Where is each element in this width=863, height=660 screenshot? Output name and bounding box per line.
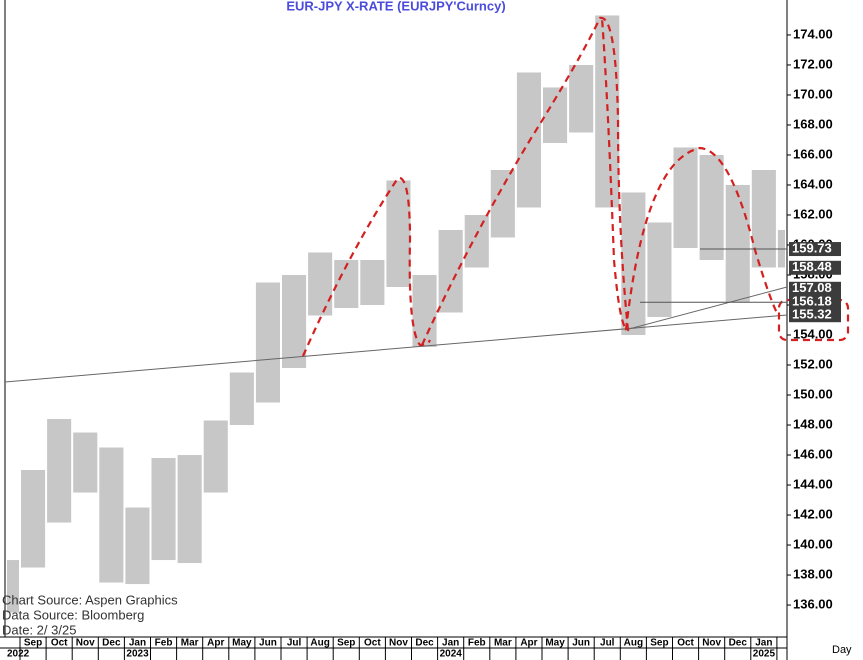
price-range: [360, 259, 385, 305]
source-text: Data Source: Bloomberg: [2, 607, 144, 622]
x-tick-label: Nov: [389, 638, 408, 649]
price-label: 155.32: [792, 307, 832, 322]
x-tick-label: Sep: [24, 638, 42, 649]
year-label: 2023: [126, 649, 149, 660]
y-tick-label: 164.00: [793, 176, 833, 191]
x-tick-label: May: [545, 638, 565, 649]
x-tick-label: Jan: [755, 638, 772, 649]
price-range: [438, 229, 463, 313]
annotation-curve: [301, 176, 432, 357]
x-tick-label: Apr: [207, 638, 224, 649]
price-label: 159.73: [792, 240, 832, 255]
x-tick-label: Feb: [155, 638, 173, 649]
x-tick-label: Feb: [468, 638, 486, 649]
price-label-box: [789, 281, 841, 296]
x-tick-label: Apr: [520, 638, 537, 649]
y-tick-label: 166.00: [793, 146, 833, 161]
price-range: [595, 15, 620, 208]
y-tick-label: 150.00: [793, 386, 833, 401]
price-range: [569, 64, 594, 133]
x-tick-label: Mar: [494, 638, 512, 649]
price-range: [386, 180, 411, 287]
y-tick-label: 148.00: [793, 416, 833, 431]
year-label: 2025: [753, 649, 776, 660]
y-tick-label: 174.00: [793, 26, 833, 41]
frequency-label: Day: [832, 644, 852, 656]
price-range: [543, 87, 568, 143]
price-range: [255, 282, 280, 403]
x-tick-label: Dec: [415, 638, 434, 649]
price-range: [308, 252, 333, 316]
y-tick-label: 170.00: [793, 86, 833, 101]
x-tick-label: Dec: [102, 638, 121, 649]
price-label: 158.48: [792, 259, 832, 274]
y-tick-label: 144.00: [793, 476, 833, 491]
x-tick-label: Sep: [650, 638, 668, 649]
price-range: [47, 419, 72, 523]
x-tick-label: Jul: [600, 638, 615, 649]
price-label: 156.18: [792, 294, 832, 309]
price-label-box: [789, 260, 841, 275]
price-label-box: [789, 242, 841, 257]
price-range: [673, 147, 698, 248]
price-range: [203, 420, 228, 493]
y-tick-label: 142.00: [793, 506, 833, 521]
y-tick-label: 138.00: [793, 566, 833, 581]
price-range: [125, 507, 150, 585]
x-tick-label: Mar: [181, 638, 199, 649]
price-range: [725, 184, 750, 302]
price-range: [73, 432, 98, 493]
price-label-box: [789, 295, 841, 310]
x-tick-label: Nov: [76, 638, 95, 649]
price-range: [99, 447, 124, 583]
x-tick-label: Jun: [259, 638, 277, 649]
price-range: [21, 470, 46, 568]
price-range: [621, 192, 646, 336]
y-tick-label: 136.00: [793, 596, 833, 611]
trend-line: [4, 314, 788, 383]
annotation-curve: [624, 146, 779, 331]
x-tick-label: Dec: [729, 638, 748, 649]
price-range: [699, 154, 724, 260]
chart-title: EUR-JPY X-RATE (EURJPY'Curncy): [286, 0, 505, 13]
y-tick-label: 168.00: [793, 116, 833, 131]
x-tick-label: Aug: [624, 638, 643, 649]
y-tick-label: 140.00: [793, 536, 833, 551]
x-tick-label: Sep: [337, 638, 355, 649]
y-tick-label: 172.00: [793, 56, 833, 71]
y-tick-label: 162.00: [793, 206, 833, 221]
x-tick-label: Oct: [51, 638, 68, 649]
year-label: 2022: [7, 649, 30, 660]
y-tick-label: 154.00: [793, 326, 833, 341]
price-range: [647, 222, 672, 317]
trend-line: [624, 286, 788, 331]
x-tick-label: Oct: [364, 638, 381, 649]
price-range: [229, 372, 254, 426]
price-range: [177, 455, 202, 564]
x-tick-label: Jan: [442, 638, 459, 649]
source-text: Date: 2/ 3/25: [2, 622, 76, 637]
x-tick-label: May: [232, 638, 252, 649]
x-tick-label: Jan: [129, 638, 146, 649]
x-tick-label: Oct: [677, 638, 694, 649]
year-label: 2024: [440, 649, 463, 660]
price-label: 157.08: [792, 280, 832, 295]
x-tick-label: Jul: [287, 638, 302, 649]
y-tick-label: 152.00: [793, 356, 833, 371]
x-tick-label: Aug: [310, 638, 329, 649]
x-tick-label: Nov: [702, 638, 721, 649]
source-text: Chart Source: Aspen Graphics: [2, 592, 178, 607]
y-tick-label: 146.00: [793, 446, 833, 461]
price-range: [464, 214, 489, 268]
price-range: [151, 458, 176, 561]
price-label-box: [789, 308, 841, 323]
price-range: [7, 560, 19, 613]
annotation-curve: [420, 16, 630, 346]
price-range: [490, 169, 515, 238]
x-tick-label: Jun: [572, 638, 590, 649]
price-range: [282, 274, 307, 369]
